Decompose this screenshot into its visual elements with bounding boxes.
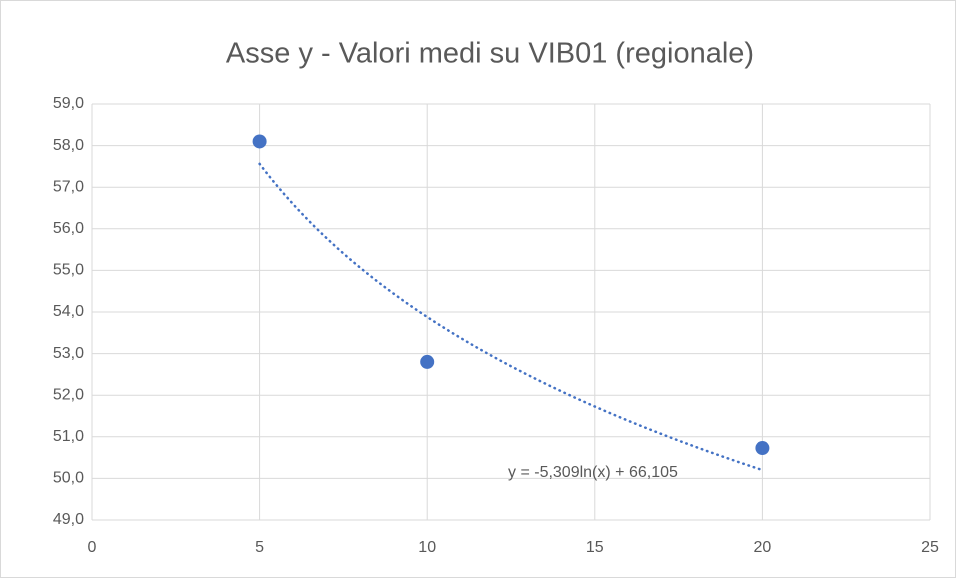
y-tick-label: 53,0 [53,345,84,362]
x-tick-label: 25 [921,539,939,556]
trendline [258,162,764,472]
x-tick-label: 20 [754,539,772,556]
x-tick-label: 0 [88,539,97,556]
chart-title: Asse y - Valori medi su VIB01 (regionale… [226,38,754,70]
y-tick-label: 58,0 [53,137,84,154]
y-tick-label: 56,0 [53,220,84,237]
point [252,134,267,149]
y-tick-label: 49,0 [53,511,84,528]
y-tick-label: 50,0 [53,470,84,487]
point [420,354,435,369]
y-tick-label: 57,0 [53,178,84,195]
x-tick-label: 10 [418,539,436,556]
trendline-label: y = -5,309ln(x) + 66,105 [508,464,678,481]
y-tick-label: 51,0 [53,428,84,445]
y-tick-label: 55,0 [53,262,84,279]
y-tick-label: 54,0 [53,303,84,320]
x-tick-label: 5 [255,539,264,556]
y-tick-label: 59,0 [53,95,84,112]
x-tick-label: 15 [586,539,604,556]
y-tick-label: 52,0 [53,386,84,403]
point [755,441,770,456]
